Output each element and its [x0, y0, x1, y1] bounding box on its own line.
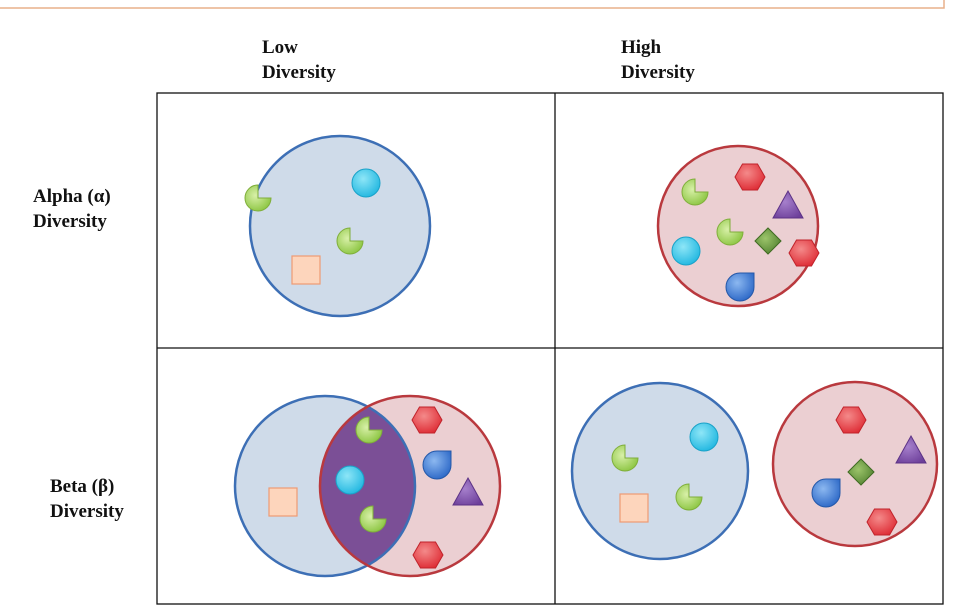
cell-beta-low	[233, 394, 502, 578]
cell-beta-high	[570, 380, 939, 561]
row-header: Diversity	[50, 501, 124, 522]
cell-alpha-high	[656, 144, 820, 308]
column-header: Diversity	[262, 62, 336, 83]
column-header: High	[621, 37, 662, 58]
row-header: Beta (β)	[50, 476, 114, 497]
column-header: Low	[262, 37, 298, 58]
grid	[156, 92, 944, 605]
column-header: Diversity	[621, 62, 695, 83]
cell-alpha-low	[244, 134, 432, 318]
top-frame	[0, 0, 945, 9]
row-header: Alpha (α)	[33, 186, 111, 207]
row-header: Diversity	[33, 211, 107, 232]
